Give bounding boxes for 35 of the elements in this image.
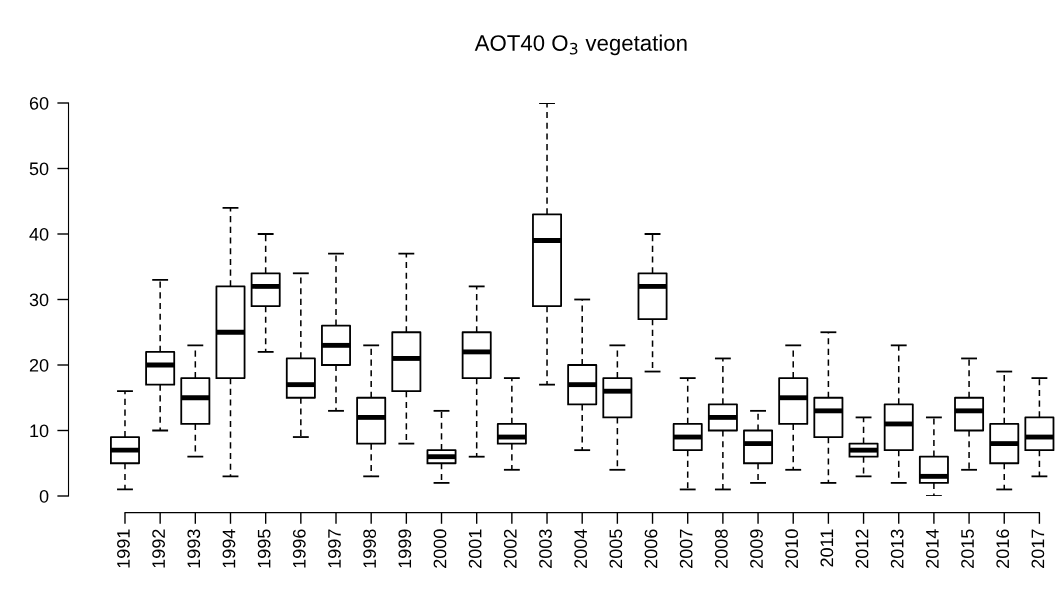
y-tick-label: 50 — [29, 162, 49, 176]
x-tick-label: 2013 — [890, 529, 904, 568]
x-tick-label: 2004 — [574, 529, 588, 568]
y-tick-label: 20 — [29, 358, 49, 372]
x-tick-label: 2009 — [750, 529, 763, 568]
x-tick-label: 2005 — [609, 529, 623, 568]
x-tick-label: 2003 — [539, 529, 552, 568]
y-tick-label: 60 — [29, 96, 49, 110]
x-tick-label: 2006 — [644, 529, 658, 568]
x-tick-label: 2015 — [961, 529, 974, 568]
x-tick-label: 1999 — [398, 529, 412, 568]
x-tick-label: 1993 — [187, 529, 201, 568]
x-tick-label: 2002 — [503, 529, 517, 568]
x-tick-label: 1992 — [152, 529, 165, 568]
y-tick-label: 0 — [39, 489, 49, 503]
x-tick-label: 2012 — [855, 529, 869, 568]
x-tick-label: 1997 — [328, 529, 341, 568]
x-tick-label: 1996 — [292, 529, 306, 568]
x-tick-label: 2008 — [714, 529, 728, 568]
x-tick-label: 2000 — [433, 529, 447, 568]
x-tick-label: 2011 — [820, 529, 834, 567]
x-tick-label: 2001 — [468, 529, 482, 568]
y-tick-label: 30 — [29, 293, 49, 307]
x-tick-label: 2017 — [1031, 529, 1045, 568]
y-tick-label: 40 — [29, 227, 49, 241]
x-tick-label: 1991 — [117, 529, 130, 568]
x-tick-label: 2007 — [679, 529, 693, 568]
x-tick-label: 2010 — [785, 529, 799, 568]
x-tick-label: 1994 — [222, 529, 236, 568]
chart-title: AOT40 O$_{3}$ vegetation — [474, 34, 687, 56]
x-tick-label: 2016 — [996, 529, 1010, 568]
x-tick-label: 1998 — [363, 529, 377, 568]
x-tick-label: 2014 — [925, 529, 939, 568]
x-tick-label: 1995 — [257, 529, 271, 568]
y-tick-label: 10 — [30, 424, 49, 438]
